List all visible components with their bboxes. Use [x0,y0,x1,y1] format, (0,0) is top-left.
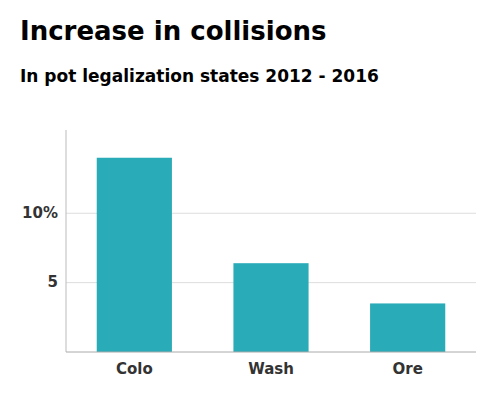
x-tick-label: Wash [248,360,294,378]
bars [97,158,446,352]
subtitle: In pot legalization states 2012 - 2016 [20,66,379,86]
background [0,0,492,400]
y-axis-line [66,130,67,352]
x-tick-label: Colo [116,360,153,378]
chart: Increase in collisions In pot legalizatio… [0,0,492,400]
x-tick-label: Ore [393,360,423,378]
chart-container: Increase in collisions In pot legalizatio… [0,0,492,400]
bar [370,303,445,352]
bar [97,158,172,352]
y-tick-label: 10% [22,204,58,222]
x-axis-line [66,352,476,353]
bar [233,263,308,352]
title: Increase in collisions [20,16,326,46]
y-tick-label: 5 [48,273,58,291]
